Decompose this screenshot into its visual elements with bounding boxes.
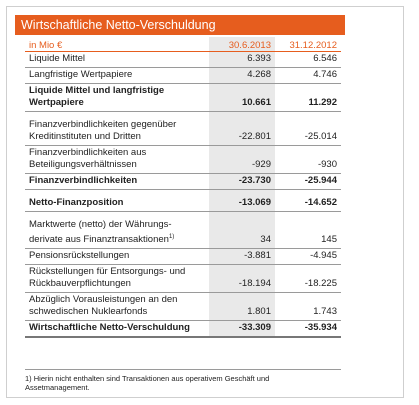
row-label: Langfristige Wertpapiere (25, 67, 209, 84)
table-body: Liquide Mittel 6.393 6.546 Langfristige Wer… (25, 51, 341, 339)
row-label: Abzüglich Vorausleistungen an den schwedi… (25, 292, 209, 322)
footnote-line-2: Assetmanagement. (25, 383, 90, 392)
footnote-line-1: 1) Hierin nicht enthalten sind Transakti… (25, 374, 270, 383)
period-header-prior: 31.12.2012 (275, 37, 341, 52)
row-label: Netto-Finanzposition (25, 196, 209, 212)
value-current: 1.801 (209, 292, 275, 322)
row-label-line-2: Wertpapiere (29, 97, 84, 108)
row-label: Pensionsrückstellungen (25, 248, 209, 266)
row-label-line-1: Langfristige Wertpapiere (29, 69, 133, 80)
unit-header: in Mio € (25, 37, 209, 52)
value-current: 34 (209, 218, 275, 250)
header-row: in Mio € 30.6.2013 31.12.2012 (25, 37, 341, 52)
row-label-line-2: schwedischen Nuklearfonds (29, 306, 148, 318)
value-prior: -4.945 (275, 248, 341, 266)
value-prior: -35.934 (275, 320, 341, 339)
report-card: Wirtschaftliche Netto-Verschuldung in Mi… (6, 6, 404, 398)
table-row: Netto-Finanzposition -13.069 -14.652 (25, 196, 341, 212)
row-label-line-1: Finanzverbindlichkeiten (29, 175, 138, 186)
value-current: 10.661 (209, 83, 275, 112)
table-row: Rückstellungen für Entsorgungs- und Rückb… (25, 264, 341, 294)
row-label-line-1: Finanzverbindlichkeiten aus (29, 147, 147, 158)
row-label-line-1: Pensionsrückstellungen (29, 250, 130, 262)
value-current: 4.268 (209, 67, 275, 84)
table-row: Finanzverbindlichkeiten aus Beteiligungsv… (25, 145, 341, 174)
net-debt-table: in Mio € 30.6.2013 31.12.2012 Liquide Mi… (25, 37, 341, 339)
row-label-line-1: Liquide Mittel (29, 53, 85, 64)
table-row: Marktwerte (netto) der Währungs-derivate… (25, 218, 341, 250)
row-label: Liquide Mittel und langfristige Wertpapie… (25, 83, 209, 112)
value-prior: 145 (275, 218, 341, 250)
table-row: Pensionsrückstellungen -3.881 -4.945 (25, 248, 341, 266)
table-row: Abzüglich Vorausleistungen an den schwedi… (25, 292, 341, 322)
value-prior: -930 (275, 145, 341, 174)
spacer-row (25, 211, 341, 218)
row-label-line-1: Rückstellungen für Entsorgungs- und (29, 266, 186, 278)
value-current: -23.730 (209, 173, 275, 190)
row-label-line-1: Netto-Finanzposition (29, 197, 124, 208)
spacer-row (25, 111, 341, 118)
row-label-line-2: Kreditinstituten und Dritten (29, 131, 141, 142)
value-prior: 4.746 (275, 67, 341, 84)
row-label: Wirtschaftliche Netto-Verschuldung (25, 320, 209, 339)
value-prior: 6.546 (275, 51, 341, 68)
value-prior: -14.652 (275, 196, 341, 212)
value-prior: 11.292 (275, 83, 341, 112)
row-label-line-2: Beteiligungsverhältnissen (29, 159, 137, 170)
row-label: Finanzverbindlichkeiten aus Beteiligungsv… (25, 145, 209, 174)
value-current: 6.393 (209, 51, 275, 68)
row-label: Liquide Mittel (25, 51, 209, 68)
value-current: -33.309 (209, 320, 275, 339)
table-row: Finanzverbindlichkeiten gegenüber Krediti… (25, 118, 341, 146)
row-label-line-1: Abzüglich Vorausleistungen an den (29, 294, 178, 306)
value-current: -18.194 (209, 264, 275, 294)
row-label-line-1: Liquide Mittel und langfristige (29, 85, 165, 96)
row-label-line-1: Marktwerte (netto) der Währungs- (29, 219, 172, 230)
spacer-row (25, 189, 341, 196)
row-label: Finanzverbindlichkeiten gegenüber Krediti… (25, 118, 209, 146)
table-row: Langfristige Wertpapiere 4.268 4.746 (25, 67, 341, 84)
footnote-marker: 1) (168, 234, 175, 240)
row-label-line-2: Rückbauverpflichtungen (29, 278, 131, 290)
table-row: Liquide Mittel 6.393 6.546 (25, 51, 341, 68)
value-prior: -25.944 (275, 173, 341, 190)
value-current: -929 (209, 145, 275, 174)
value-current: -22.801 (209, 118, 275, 146)
value-prior: 1.743 (275, 292, 341, 322)
row-label-line-1: Finanzverbindlichkeiten gegenüber (29, 119, 177, 130)
row-label: Finanzverbindlichkeiten (25, 173, 209, 190)
row-label-line-1: Wirtschaftliche Netto-Verschuldung (29, 322, 190, 334)
row-label-line-2: derivate aus Finanztransaktionen (29, 234, 169, 246)
value-current: -3.881 (209, 248, 275, 266)
table-title: Wirtschaftliche Netto-Verschuldung (15, 15, 345, 35)
row-label: Marktwerte (netto) der Währungs-derivate… (25, 218, 209, 250)
row-label: Rückstellungen für Entsorgungs- und Rückb… (25, 264, 209, 294)
period-header-current: 30.6.2013 (209, 37, 275, 52)
table-row: Liquide Mittel und langfristige Wertpapie… (25, 83, 341, 112)
value-prior: -18.225 (275, 264, 341, 294)
value-current: -13.069 (209, 196, 275, 212)
footnote: 1) Hierin nicht enthalten sind Transakti… (25, 369, 341, 392)
table-row: Finanzverbindlichkeiten -23.730 -25.944 (25, 173, 341, 190)
value-prior: -25.014 (275, 118, 341, 146)
table-row: Wirtschaftliche Netto-Verschuldung -33.30… (25, 320, 341, 339)
